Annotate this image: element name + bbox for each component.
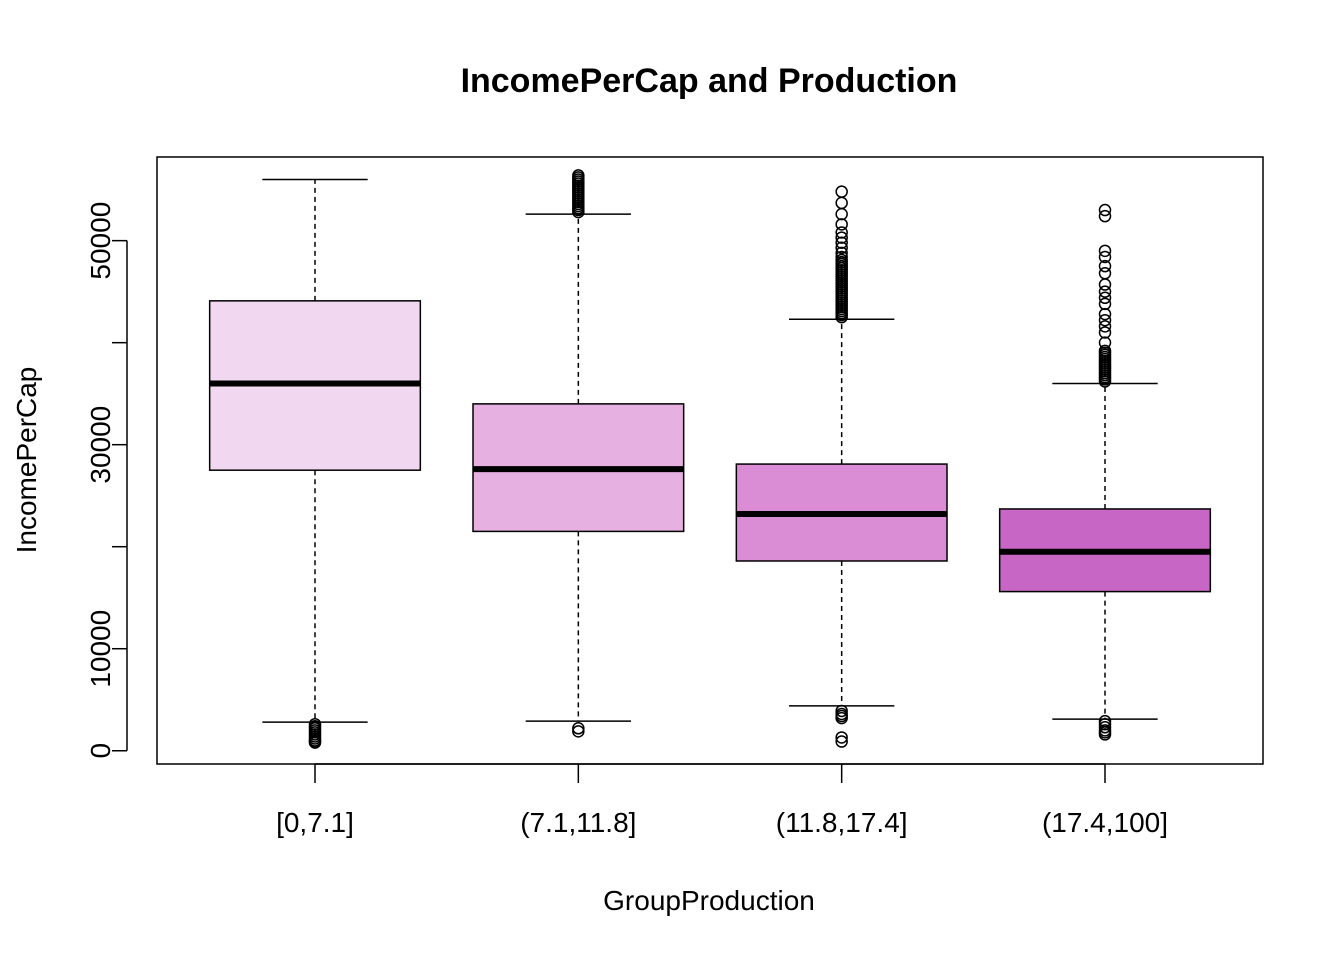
outlier-point — [835, 711, 848, 725]
outlier-point — [1098, 278, 1112, 291]
outlier-point — [835, 241, 848, 255]
x-tick-label: (11.8,17.4] — [776, 807, 908, 838]
outlier-point — [1098, 267, 1112, 280]
outlier-point — [1098, 203, 1112, 217]
y-tick-label: 30000 — [85, 406, 116, 484]
outlier-point — [1098, 313, 1112, 327]
outlier-point — [1098, 336, 1112, 349]
y-tick-label: 0 — [85, 743, 116, 759]
outlier-point — [835, 236, 848, 249]
outlier-point — [1098, 326, 1112, 339]
outlier-point — [835, 231, 848, 244]
outlier-point — [835, 226, 848, 239]
outlier-point — [1098, 728, 1112, 741]
outlier-point — [835, 735, 848, 748]
y-axis-label: IncomePerCap — [11, 367, 42, 554]
outlier-point — [1098, 209, 1112, 223]
y-tick-label: 10000 — [85, 610, 116, 688]
outlier-point — [1098, 250, 1112, 264]
outlier-point — [835, 246, 848, 260]
outlier-point — [835, 207, 848, 221]
outlier-point — [835, 704, 848, 718]
x-tick-label: (7.1,11.8] — [520, 807, 636, 838]
outlier-point — [572, 725, 585, 738]
outlier-point — [835, 250, 848, 264]
outlier-point — [1098, 259, 1112, 273]
y-tick-label: 50000 — [85, 202, 116, 280]
plot-area: 0 10000 30000 50000 [0,7.1] (7.1,11.8] (11.8,1… — [85, 156, 1264, 838]
outlier-point — [1098, 344, 1112, 358]
plot-frame — [156, 156, 1264, 765]
outlier-point — [835, 218, 848, 231]
outlier-point — [835, 731, 848, 744]
x-axis-label: GroupProduction — [603, 885, 815, 916]
outlier-point — [835, 185, 848, 198]
outlier-point — [835, 253, 848, 267]
chart-title: IncomePerCap and Production — [461, 62, 958, 100]
x-tick-label: [0,7.1] — [276, 807, 354, 838]
outlier-point — [1098, 285, 1112, 298]
outlier-point — [1098, 721, 1112, 734]
outlier-point — [1098, 297, 1112, 311]
outlier-point — [1098, 320, 1112, 333]
outlier-point — [1098, 244, 1112, 258]
outlier-point — [1098, 307, 1112, 321]
outlier-point — [1098, 291, 1112, 305]
x-tick-label: (17.4,100] — [1042, 807, 1168, 838]
outlier-point — [572, 169, 585, 182]
outlier-point — [308, 736, 322, 749]
outlier-point — [572, 722, 585, 735]
outlier-point — [1098, 717, 1112, 731]
outlier-point — [835, 196, 848, 210]
